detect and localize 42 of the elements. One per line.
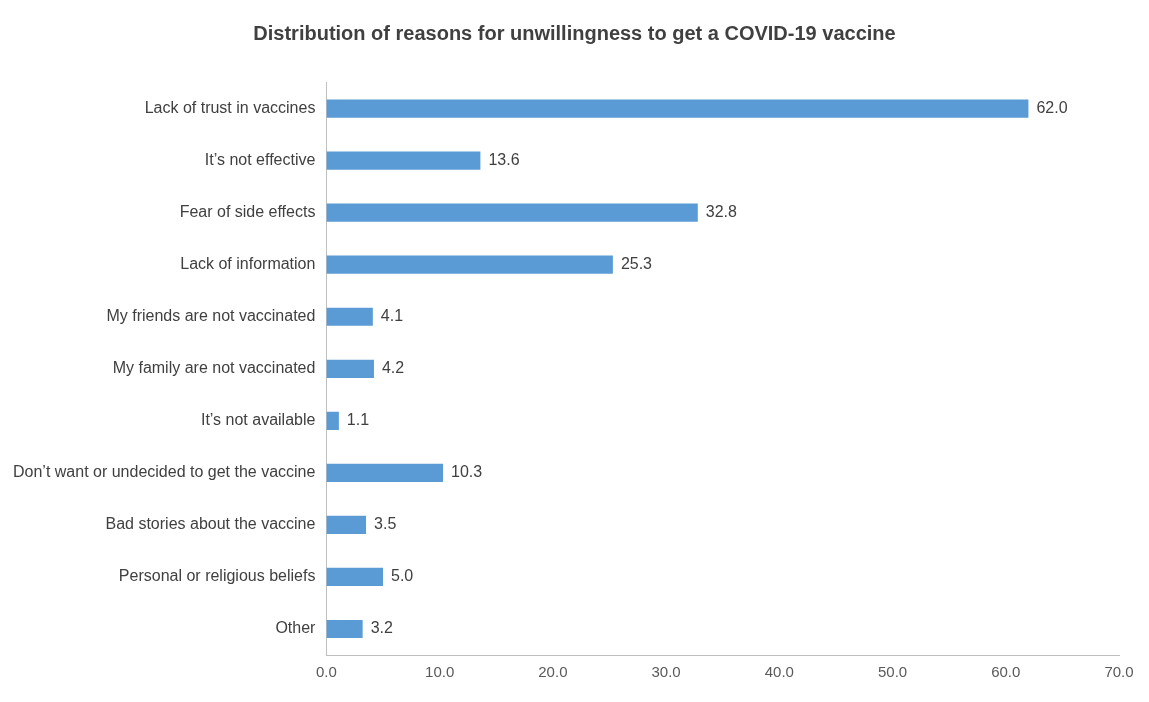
x-tick-label: 60.0 [991,663,1021,681]
bar [326,99,1029,118]
y-tick-label: My friends are not vaccinated [106,307,316,325]
bar [326,203,698,222]
data-label: 3.2 [370,619,393,637]
bar [326,359,374,378]
data-label: 4.1 [380,307,404,325]
data-label: 4.2 [381,359,405,377]
y-tick-label: Don’t want or undecided to get the vaccine [12,463,316,481]
bar [326,151,481,170]
bar [326,307,373,326]
x-tick-label: 70.0 [1104,663,1134,681]
y-tick-label: Lack of trust in vaccines [144,99,316,117]
x-tick-label: 30.0 [651,663,681,681]
y-tick-label: Other [275,619,317,637]
y-tick-label: It’s not effective [204,151,316,169]
data-label: 1.1 [346,411,370,429]
data-label: 25.3 [620,255,653,273]
x-tick-label: 20.0 [538,663,568,681]
data-label: 3.5 [374,515,397,533]
y-tick-label: My family are not vaccinated [112,359,316,377]
x-tick-label: 0.0 [315,663,337,681]
bar [326,619,363,639]
y-tick-label: Bad stories about the vaccine [105,515,316,533]
x-tick-label: 10.0 [425,663,455,681]
data-label: 10.3 [451,463,483,481]
bar [326,567,384,587]
data-label: 62.0 [1036,99,1068,117]
bar [326,255,613,274]
bar [326,411,339,430]
x-tick-label: 50.0 [877,663,908,681]
bar [326,515,367,535]
y-tick-label: Fear of side effects [179,203,316,221]
bar [326,463,444,482]
chart-title: Distribution of reasons for unwillingness to get a COVID-19 vaccine [252,22,897,45]
data-label: 13.6 [488,151,520,169]
x-tick-label: 40.0 [764,663,794,681]
y-tick-label: Personal or religious beliefs [118,567,316,585]
y-tick-label: Lack of information [180,255,316,273]
data-label: 32.8 [705,203,738,221]
data-label: 5.0 [391,567,414,585]
y-tick-label: It’s not available [200,411,316,429]
